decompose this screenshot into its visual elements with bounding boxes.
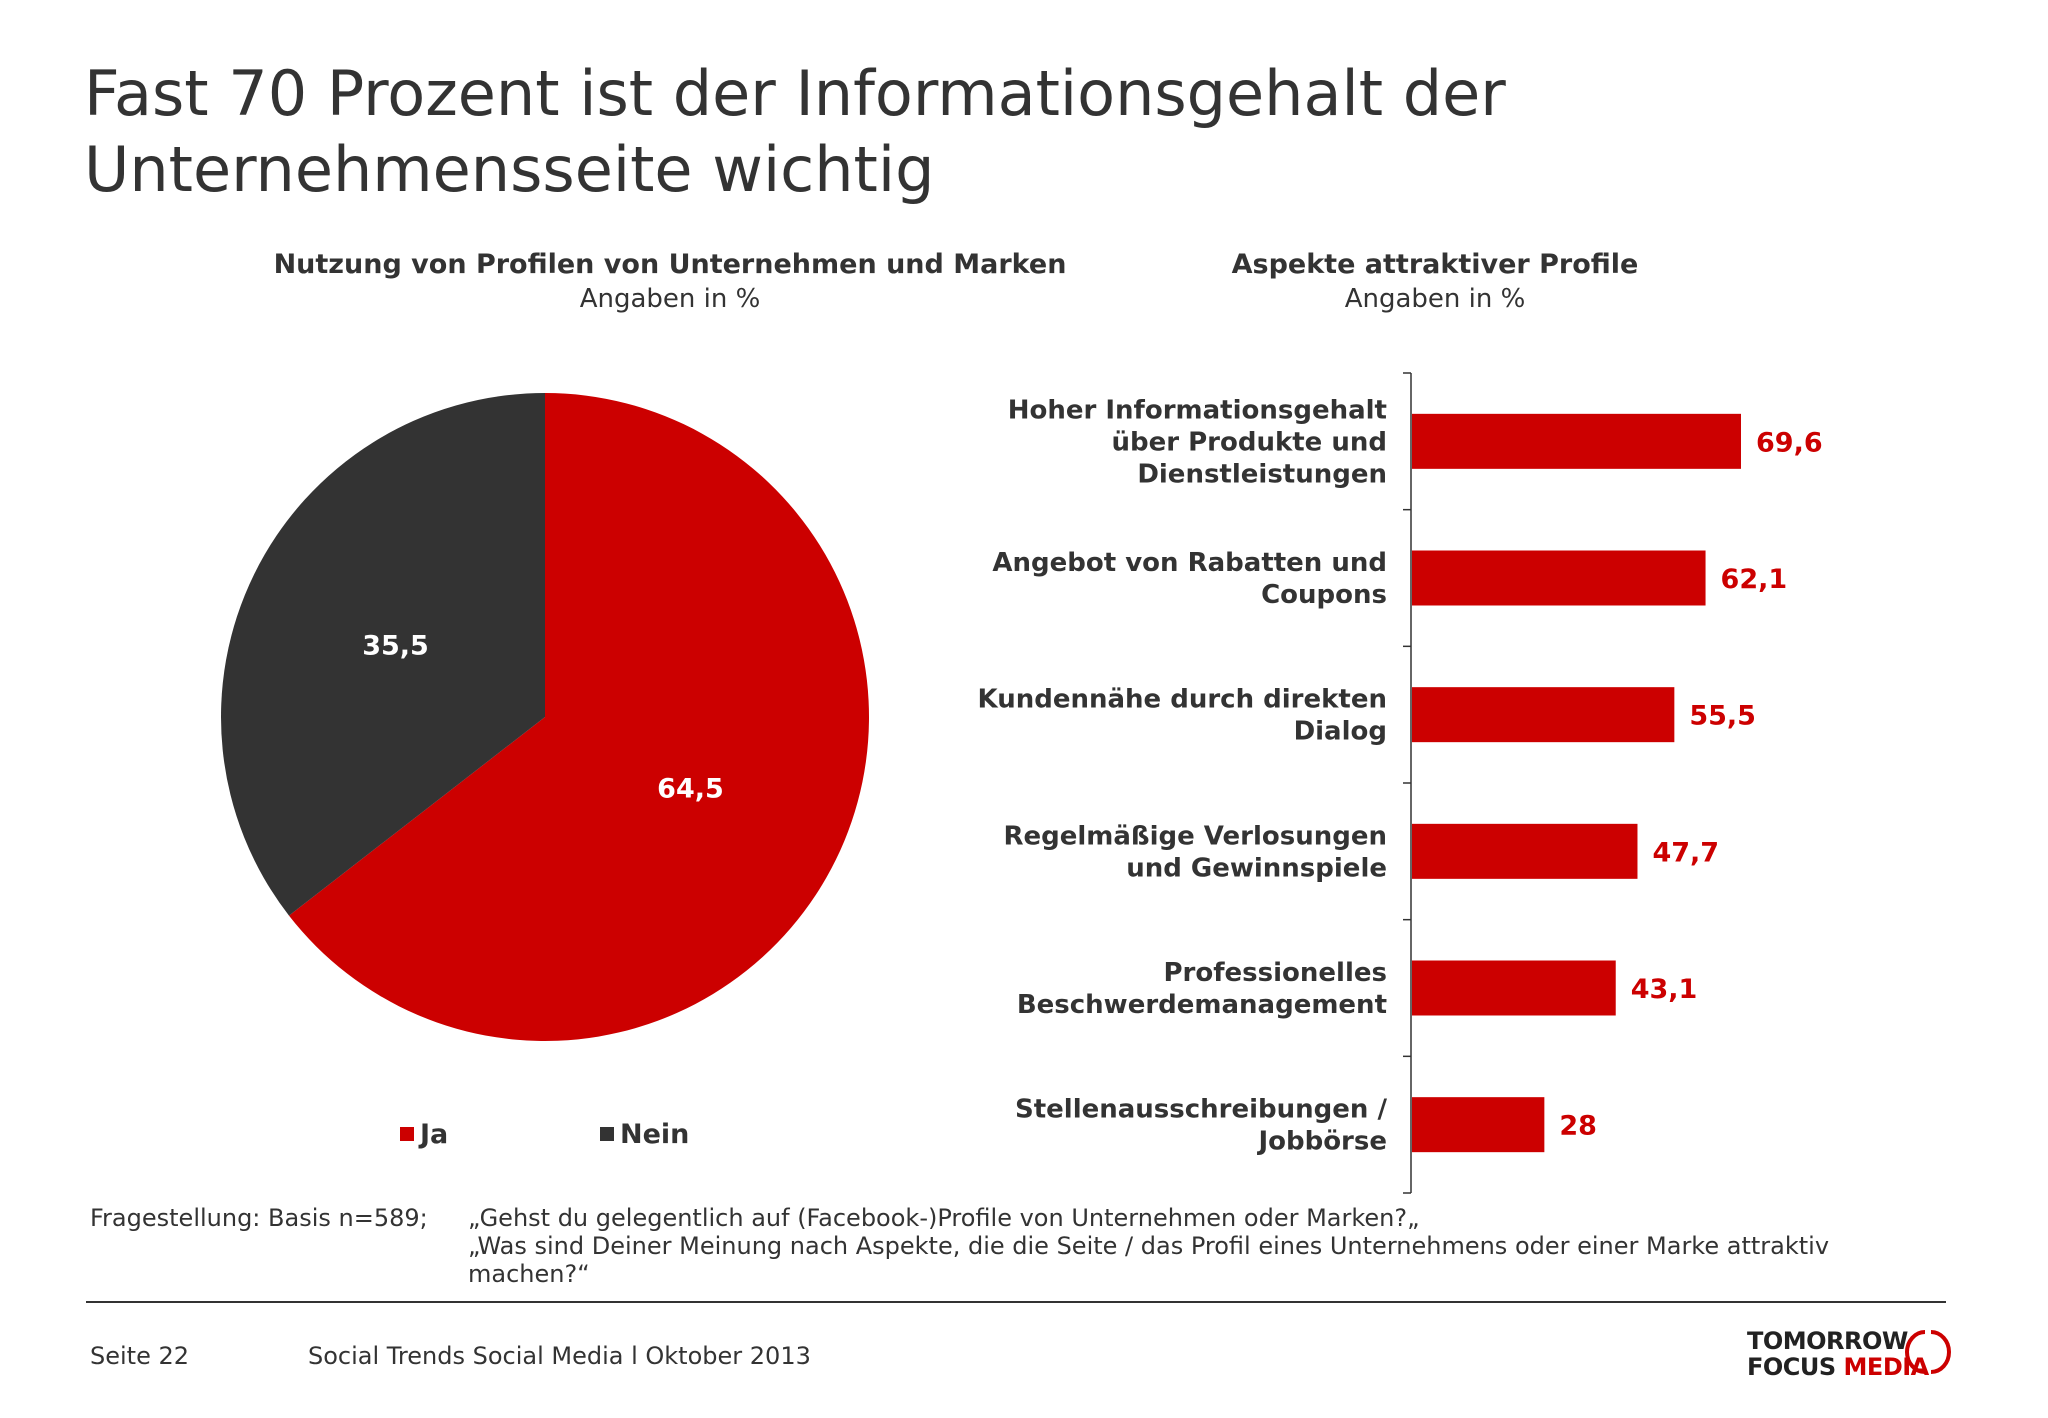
bar-6 <box>1412 1097 1545 1153</box>
bar-chart-title: Aspekte attraktiver Profile <box>1231 249 1639 280</box>
bar-5 <box>1412 960 1616 1016</box>
bar-chart-subtitle: Angaben in % <box>1344 284 1526 314</box>
title-line-1: Fast 70 Prozent ist der Informationsgeha… <box>84 57 1506 130</box>
bar-chart-header: Aspekte attraktiver Profile Angaben in % <box>1035 248 1835 316</box>
bar-category-label-1: über Produkte und <box>1111 427 1387 457</box>
bar-value-label-4: 47,7 <box>1652 837 1719 868</box>
bar-value-label-5: 43,1 <box>1631 974 1698 1005</box>
bar-category-label-3: Kundennähe durch direkten <box>978 685 1387 715</box>
question-line-1: „Gehst du gelegentlich auf (Facebook-)Pr… <box>468 1204 1420 1232</box>
bar-1 <box>1412 413 1741 469</box>
bar-category-label-2: Coupons <box>1261 580 1387 610</box>
bar-category-label-5: Professionelles <box>1164 958 1388 988</box>
bar-3 <box>1412 687 1675 743</box>
bar-value-label-1: 69,6 <box>1756 427 1823 458</box>
logo-line-1: TOMORROW <box>1747 1327 1908 1355</box>
pie-chart-header: Nutzung von Profilen von Unternehmen und… <box>170 248 1170 316</box>
bar-category-label-1: Hoher Informationsgehalt <box>1008 395 1387 425</box>
slide-title: Fast 70 Prozent ist der Informationsgeha… <box>84 56 1984 208</box>
logo-ring-icon <box>1905 1330 1951 1374</box>
bar-category-label-2: Angebot von Rabatten und <box>992 548 1387 578</box>
page-number: Seite 22 <box>90 1342 190 1370</box>
question-label: Fragestellung: Basis n=589; <box>90 1204 428 1232</box>
pie-slice-nein <box>221 393 545 916</box>
bar-category-label-6: Stellenausschreibungen / <box>1015 1095 1387 1125</box>
legend-swatch-nein <box>600 1127 614 1141</box>
logo-focus: FOCUS <box>1747 1353 1844 1381</box>
logo-line-2: FOCUS MEDIA <box>1747 1354 1929 1380</box>
pie-chart-subtitle: Angaben in % <box>579 284 761 314</box>
bar-4 <box>1412 823 1638 879</box>
footer-source: Social Trends Social Media l Oktober 201… <box>308 1342 811 1370</box>
bar-category-label-1: Dienstleistungen <box>1137 459 1387 489</box>
pie-label-ja: 64,5 <box>657 773 724 804</box>
bar-category-label-4: und Gewinnspiele <box>1126 853 1387 883</box>
legend-label-ja: Ja <box>418 1119 448 1150</box>
footer-divider <box>86 1301 1946 1303</box>
bar-category-label-5: Beschwerdemanagement <box>1017 990 1387 1020</box>
pie-label-nein: 35,5 <box>362 631 429 662</box>
title-line-2: Unternehmensseite wichtig <box>84 133 935 206</box>
bar-category-label-6: Jobbörse <box>1256 1127 1387 1157</box>
company-logo: TOMORROW FOCUS MEDIA <box>1747 1328 1929 1380</box>
charts-canvas: 64,5 35,5 Ja Nein 69,6 Hoher Informationsge… <box>221 372 1823 1194</box>
pie-chart: 64,5 35,5 <box>221 393 870 1042</box>
question-line-3: machen?“ <box>468 1260 590 1288</box>
bar-2 <box>1412 550 1706 606</box>
legend-label-nein: Nein <box>620 1119 689 1150</box>
pie-slice-ja <box>288 393 870 1042</box>
pie-legend: Ja Nein <box>400 1119 689 1150</box>
bar-value-label-2: 62,1 <box>1721 564 1788 595</box>
legend-swatch-ja <box>400 1127 414 1141</box>
pie-chart-title: Nutzung von Profilen von Unternehmen und… <box>273 249 1067 280</box>
bar-value-label-3: 55,5 <box>1689 701 1756 732</box>
question-line-2: „Was sind Deiner Meinung nach Aspekte, d… <box>468 1232 1830 1260</box>
bar-category-label-4: Regelmäßige Verlosungen <box>1003 821 1387 851</box>
bar-value-label-6: 28 <box>1559 1111 1597 1142</box>
bar-category-label-3: Dialog <box>1294 717 1387 747</box>
